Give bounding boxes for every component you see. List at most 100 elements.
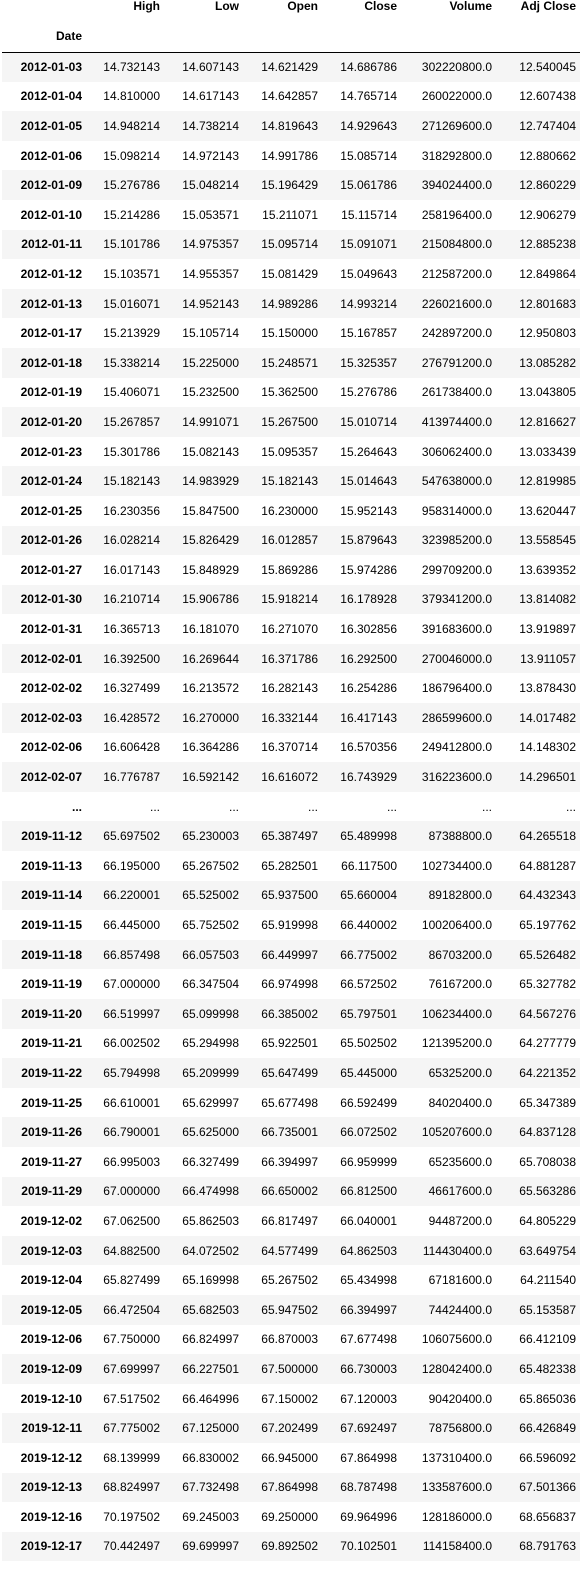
- cell-adj-close: 13.085282: [519, 355, 576, 370]
- cell-low: 14.738214: [182, 118, 239, 133]
- cell-high: 67.517502: [103, 1391, 160, 1406]
- row-index-date: 2012-01-06: [20, 148, 82, 163]
- cell-adj-close: 13.919897: [519, 622, 576, 637]
- row-index-date: 2012-01-31: [20, 622, 82, 637]
- cell-high: 14.732143: [103, 60, 160, 75]
- row-index-date: 2012-02-03: [20, 710, 82, 725]
- table-row: 2012-01-20 15.267857 14.991071 15.267500 15.…: [2, 407, 580, 437]
- cell-adj-close: 64.277779: [519, 1036, 576, 1051]
- cell-low: ...: [228, 799, 239, 814]
- table-row: 2019-12-09 67.699997 66.227501 67.500000 66.…: [2, 1354, 580, 1384]
- cell-adj-close: 13.639352: [519, 562, 576, 577]
- column-header-low: Low: [215, 0, 239, 13]
- cell-low: 15.848929: [182, 562, 239, 577]
- row-index-date: 2019-11-29: [21, 1184, 82, 1199]
- table-row: 2012-01-13 15.016071 14.952143 14.989286 14.…: [2, 288, 580, 319]
- table-row: 2019-11-14 66.220001 65.525002 65.937500 65.…: [2, 880, 580, 911]
- table-row: 2012-01-09 15.276786 15.048214 15.196429 15.…: [2, 170, 580, 200]
- cell-high: 66.857498: [103, 947, 160, 962]
- cell-open: 14.989286: [261, 296, 318, 311]
- cell-volume: 271269600.0: [421, 118, 492, 133]
- cell-adj-close: 65.865036: [519, 1391, 576, 1406]
- cell-volume: 299709200.0: [421, 562, 492, 577]
- cell-close: 15.952143: [340, 503, 397, 518]
- row-index-date: 2019-12-03: [20, 1243, 82, 1258]
- cell-low: 65.625000: [182, 1125, 239, 1140]
- cell-volume: 249412800.0: [421, 740, 492, 755]
- cell-adj-close: 12.819985: [519, 474, 576, 489]
- cell-high: 66.995003: [103, 1154, 160, 1169]
- table-row: 2012-01-30 16.210714 15.906786 15.918214 16.…: [2, 584, 580, 615]
- cell-high: 70.442497: [103, 1539, 160, 1554]
- cell-close: 66.730003: [340, 1361, 397, 1376]
- cell-close: 15.974286: [340, 562, 397, 577]
- cell-volume: 114430400.0: [422, 1243, 492, 1258]
- cell-low: 14.617143: [182, 89, 239, 104]
- cell-close: 66.775002: [340, 947, 397, 962]
- cell-close: 64.862503: [340, 1243, 397, 1258]
- cell-low: 14.955357: [182, 266, 239, 281]
- cell-close: 16.302856: [340, 622, 397, 637]
- row-index-date: 2019-11-18: [21, 947, 82, 962]
- cell-open: 15.362500: [261, 385, 318, 400]
- cell-close: 67.120003: [340, 1391, 397, 1406]
- cell-open: 69.250000: [261, 1509, 318, 1524]
- cell-open: 65.919998: [261, 918, 318, 933]
- table-row: 2012-01-06 15.098214 14.972143 14.991786 15.…: [2, 140, 580, 171]
- cell-high: 15.103571: [103, 266, 160, 281]
- row-index-date: 2012-01-12: [20, 266, 82, 281]
- row-index-date: 2019-11-12: [21, 829, 82, 844]
- row-index-date: 2012-01-25: [20, 503, 82, 518]
- cell-low: 66.227501: [182, 1361, 239, 1376]
- cell-adj-close: 64.567276: [519, 1006, 576, 1021]
- index-name-row: Date: [2, 20, 580, 52]
- cell-high: 65.794998: [103, 1065, 160, 1080]
- cell-adj-close: 64.221352: [519, 1065, 576, 1080]
- cell-volume: 413974400.0: [421, 414, 492, 429]
- row-index-date: 2012-01-27: [20, 562, 82, 577]
- cell-close: 66.572502: [340, 977, 397, 992]
- table-row: 2012-01-27 16.017143 15.848929 15.869286 15.…: [2, 555, 580, 585]
- cell-close: 14.765714: [340, 89, 397, 104]
- dataframe-table: High Low Open Close Volume Adj Close Dat…: [2, 0, 580, 1562]
- cell-volume: 86703200.0: [428, 947, 492, 962]
- cell-low: 65.099998: [182, 1006, 239, 1021]
- cell-volume: 65235600.0: [428, 1154, 492, 1169]
- row-index-date: 2019-11-13: [21, 858, 82, 873]
- cell-low: 65.752502: [182, 918, 239, 933]
- cell-high: 67.000000: [103, 1184, 160, 1199]
- cell-adj-close: 13.911057: [520, 651, 576, 666]
- cell-volume: 106234400.0: [421, 1006, 492, 1021]
- cell-volume: 323985200.0: [421, 533, 492, 548]
- cell-close: ...: [386, 799, 397, 814]
- cell-volume: 286599600.0: [421, 710, 492, 725]
- cell-adj-close: 64.805229: [519, 1213, 576, 1228]
- cell-close: 15.115714: [341, 207, 397, 222]
- cell-close: 66.040001: [340, 1213, 397, 1228]
- cell-adj-close: 65.153587: [519, 1302, 576, 1317]
- cell-low: 65.525002: [182, 888, 239, 903]
- cell-open: 67.202499: [261, 1421, 318, 1436]
- cell-volume: 958314000.0: [421, 503, 492, 518]
- cell-low: 65.862503: [182, 1213, 239, 1228]
- cell-adj-close: 64.837128: [519, 1125, 576, 1140]
- cell-low: 16.592142: [182, 770, 239, 785]
- row-index-date: 2019-12-02: [20, 1213, 82, 1228]
- table-row: 2012-01-17 15.213929 15.105714 15.150000 15.…: [2, 318, 580, 348]
- row-index-date: 2012-01-18: [20, 355, 82, 370]
- row-index-date: 2019-12-10: [20, 1391, 82, 1406]
- cell-close: 14.686786: [340, 60, 397, 75]
- cell-high: 67.775002: [103, 1421, 160, 1436]
- row-index-date: 2019-11-19: [21, 977, 82, 992]
- cell-close: 15.325357: [340, 355, 397, 370]
- cell-volume: 102734400.0: [421, 858, 492, 873]
- cell-high: 66.195000: [103, 858, 160, 873]
- cell-low: 14.952143: [182, 296, 239, 311]
- row-index-date: 2019-12-06: [20, 1332, 82, 1347]
- cell-volume: 391683600.0: [421, 622, 492, 637]
- row-index-date: 2019-12-12: [20, 1450, 82, 1465]
- cell-volume: 46617600.0: [428, 1184, 492, 1199]
- table-row: 2019-12-04 65.827499 65.169998 65.267502 65.…: [2, 1265, 580, 1295]
- cell-volume: 90420400.0: [428, 1391, 492, 1406]
- cell-low: 14.972143: [182, 148, 239, 163]
